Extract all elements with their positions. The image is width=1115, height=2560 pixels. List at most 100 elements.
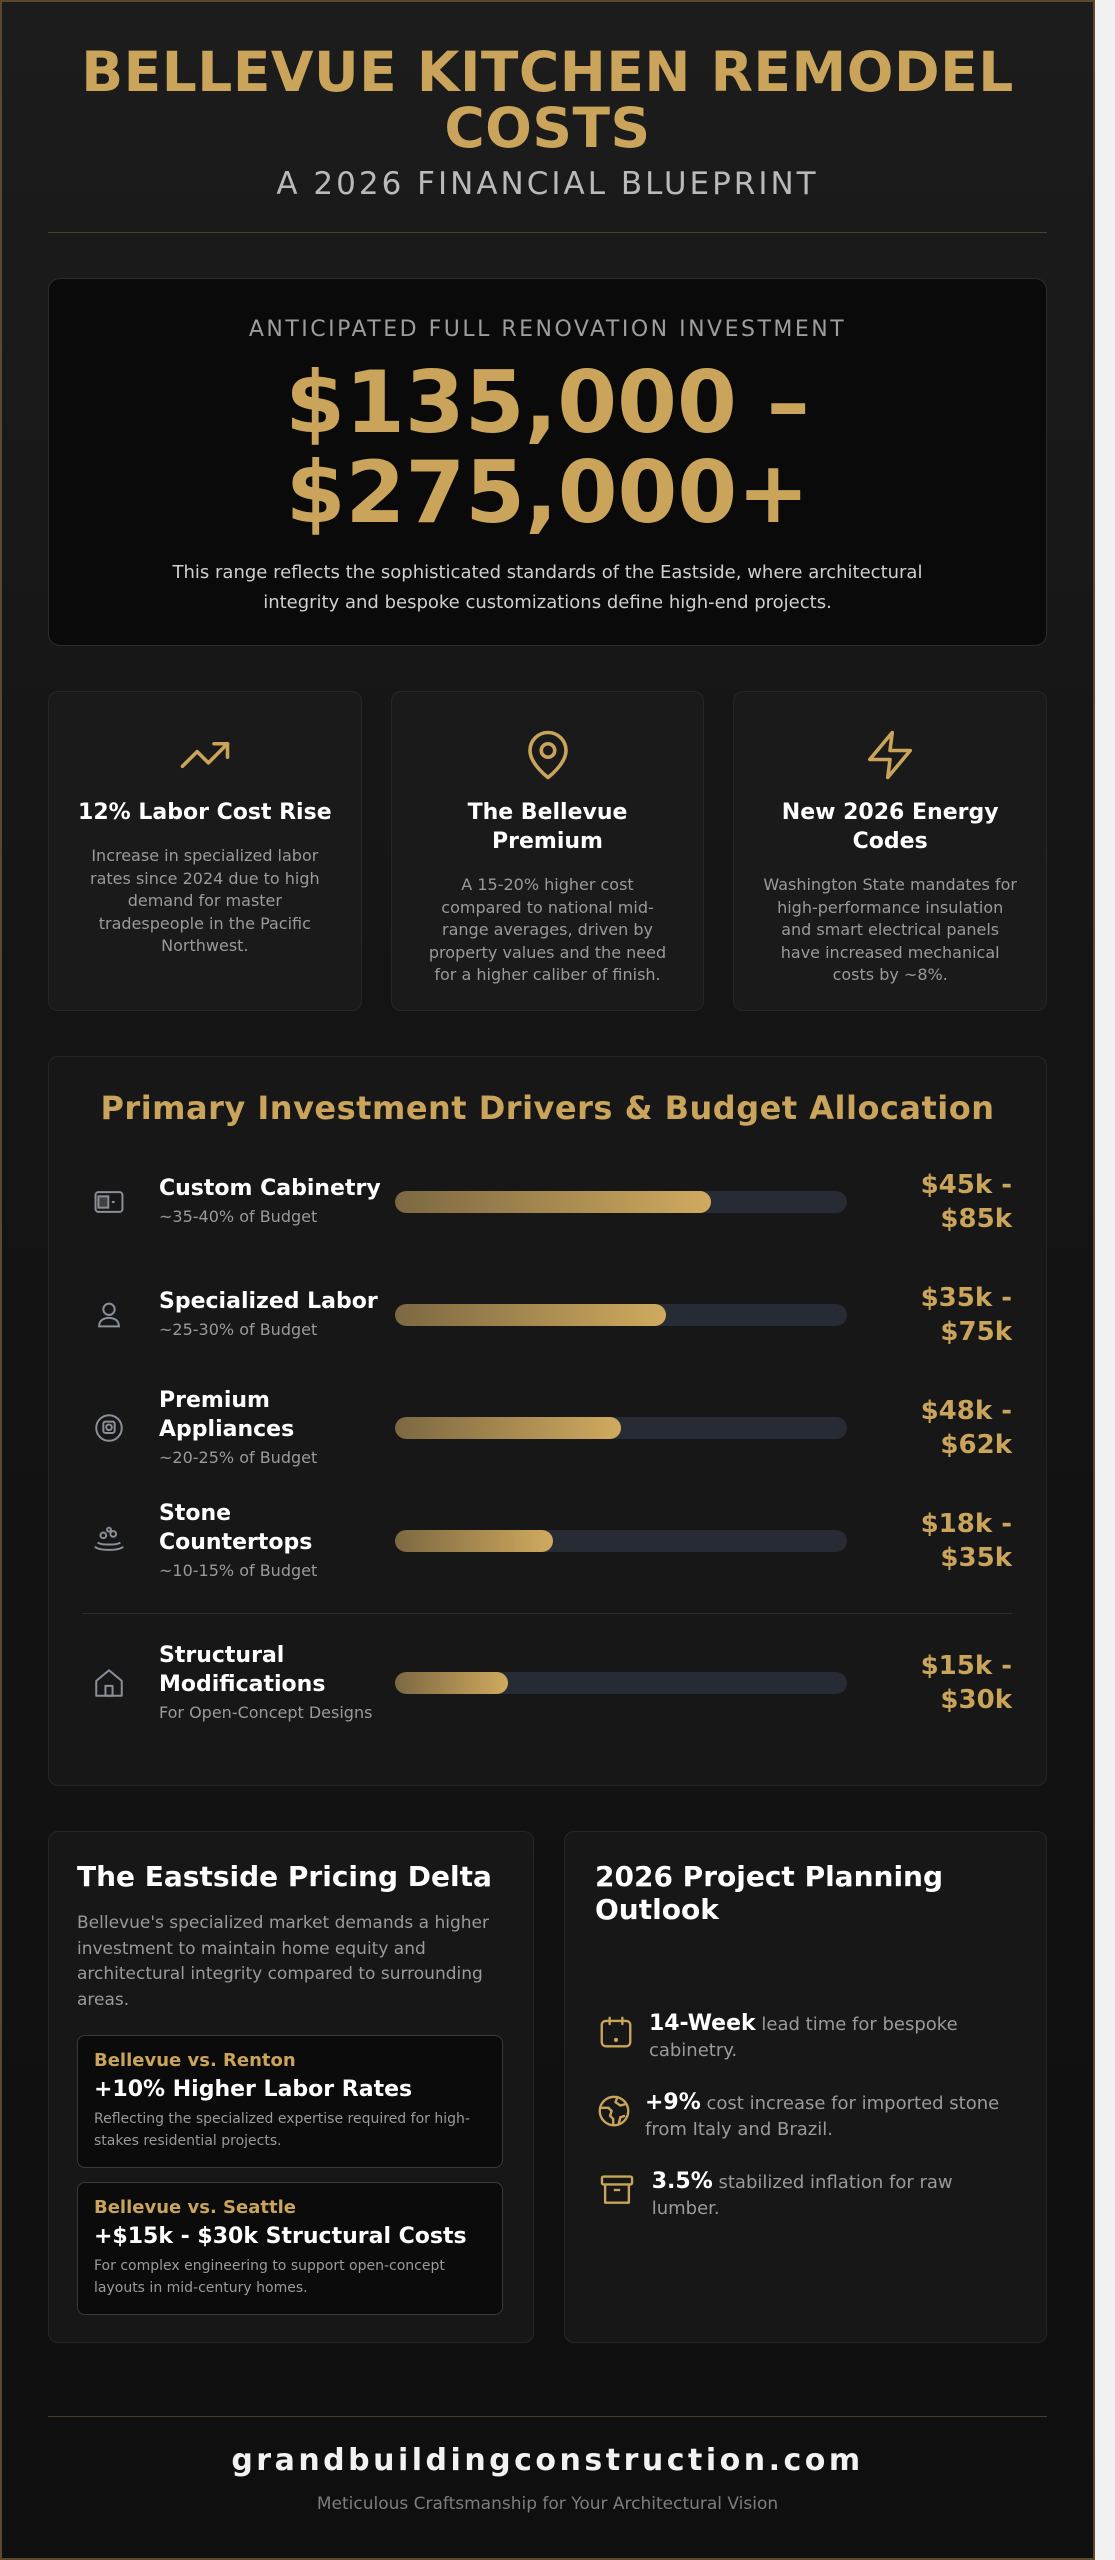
lightning-icon (762, 728, 1018, 784)
stat-card-energy: New 2026 Energy Codes Washington State m… (733, 691, 1048, 1011)
driver-bar (395, 1529, 847, 1552)
range-high: $275,000+ (285, 443, 810, 543)
footer: grandbuildingconstruction.com Meticulous… (2, 2417, 1093, 2514)
driver-range-line: $35k - (920, 1282, 1012, 1313)
driver-range: $35k - $75k (847, 1281, 1012, 1349)
lower-cards: The Eastside Pricing Delta Bellevue's sp… (48, 1831, 1047, 2343)
driver-range: $15k - $30k (847, 1649, 1012, 1717)
footer-tagline: Meticulous Craftsmanship for Your Archit… (316, 2494, 779, 2514)
driver-range-line: $85k (940, 1203, 1012, 1234)
driver-row-structural: Structural Modifications For Open-Concep… (83, 1622, 1012, 1744)
website-link[interactable]: grandbuildingconstruction.com (231, 2443, 864, 2478)
stat-text: Increase in specialized labor rates sinc… (90, 846, 320, 955)
driver-range-line: $30k (940, 1685, 1012, 1715)
investment-range-card: ANTICIPATED FULL RENOVATION INVESTMENT $… (48, 278, 1047, 646)
driver-range-line: $15k - (920, 1651, 1012, 1681)
investment-range: $135,000 – $275,000+ (49, 358, 1046, 538)
driver-share: ~10-15% of Budget (159, 1560, 318, 1580)
outlook-item: +9% cost increase for imported stone fro… (595, 2090, 1016, 2143)
calendar-icon (595, 2011, 637, 2057)
header-divider (48, 232, 1047, 233)
driver-share: ~35-40% of Budget (159, 1207, 318, 1226)
page-title: BELLEVUE KITCHEN REMODEL COSTS (81, 40, 1014, 160)
driver-bar (395, 1416, 847, 1439)
outlook-text: 14-Week lead time for bespoke cabinetry. (649, 2011, 1016, 2064)
driver-share: ~20-25% of Budget (159, 1447, 318, 1467)
outlook-text: 3.5% stabilized inflation for raw lumber… (652, 2169, 1016, 2222)
driver-row-cabinetry: Custom Cabinetry ~35-40% of Budget $45k … (83, 1145, 1012, 1258)
driver-bar-fill (395, 1416, 621, 1439)
range-low: $135,000 – (285, 353, 810, 453)
stat-cards: 12% Labor Cost Rise Increase in speciali… (48, 691, 1048, 1011)
comparison-note: For complex engineering to support open-… (94, 2258, 445, 2296)
home-icon (83, 1666, 135, 1700)
comparison-headline: +10% Higher Labor Rates (94, 2077, 413, 2102)
outlook-item: 14-Week lead time for bespoke cabinetry. (595, 2011, 1016, 2064)
planning-outlook-card: 2026 Project Planning Outlook 14-Week le… (564, 1831, 1047, 2343)
driver-title: Premium Appliances (159, 1387, 295, 1442)
map-pin-icon (420, 728, 676, 784)
driver-range: $48k - $62k (847, 1394, 1012, 1462)
driver-range-line: $18k - (920, 1508, 1012, 1539)
outlook-item: 3.5% stabilized inflation for raw lumber… (595, 2169, 1016, 2222)
page-subtitle: A 2026 FINANCIAL BLUEPRINT (276, 166, 819, 202)
stat-title: 12% Labor Cost Rise (78, 800, 332, 825)
comparison-headline: +$15k - $30k Structural Costs (94, 2224, 467, 2249)
outlook-text: +9% cost increase for imported stone fro… (645, 2090, 1016, 2143)
driver-bar-fill (395, 1529, 554, 1552)
budget-drivers-card: Primary Investment Drivers & Budget Allo… (48, 1056, 1047, 1786)
driver-range-line: $45k - (920, 1169, 1012, 1200)
driver-row-countertops: Stone Countertops ~10-15% of Budget $18k… (83, 1484, 1012, 1597)
driver-bar (395, 1672, 847, 1694)
outlook-list: 14-Week lead time for bespoke cabinetry.… (595, 2011, 1016, 2222)
delta-heading: The Eastside Pricing Delta (77, 1860, 492, 1893)
driver-range: $45k - $85k (847, 1168, 1012, 1236)
driver-bar (395, 1190, 847, 1213)
stat-title: New 2026 Energy Codes (781, 800, 999, 854)
driver-range-line: $75k (940, 1316, 1012, 1347)
driver-row-labor: Specialized Labor ~25-30% of Budget $35k… (83, 1258, 1012, 1371)
investment-kicker: ANTICIPATED FULL RENOVATION INVESTMENT (248, 317, 847, 342)
globe-icon (595, 2090, 633, 2136)
delta-intro: Bellevue's specialized market demands a … (77, 1913, 489, 2010)
driver-share: For Open-Concept Designs (159, 1703, 373, 1722)
drivers-divider (83, 1613, 1012, 1614)
outlook-heading: 2026 Project Planning Outlook (595, 1860, 944, 1926)
stat-text: A 15-20% higher cost compared to nationa… (428, 875, 667, 984)
stat-card-labor: 12% Labor Cost Rise Increase in speciali… (48, 691, 362, 1011)
pricing-delta-card: The Eastside Pricing Delta Bellevue's sp… (48, 1831, 534, 2343)
appliance-icon (83, 1411, 135, 1445)
driver-range-line: $62k (940, 1429, 1012, 1460)
drivers-heading: Primary Investment Drivers & Budget Allo… (100, 1089, 995, 1127)
header: BELLEVUE KITCHEN REMODEL COSTS A 2026 FI… (2, 2, 1093, 202)
outlook-value: +9% (645, 2090, 701, 2115)
investment-description: This range reflects the sophisticated st… (172, 562, 923, 613)
person-icon (83, 1298, 135, 1332)
driver-range-line: $48k - (920, 1395, 1012, 1426)
countertop-icon (83, 1524, 135, 1558)
footer-divider (48, 2416, 1047, 2417)
comparison-card-seattle: Bellevue vs. Seattle +$15k - $30k Struct… (77, 2182, 503, 2315)
driver-row-appliances: Premium Appliances ~20-25% of Budget $48… (83, 1371, 1012, 1484)
outlook-description: lead time for bespoke cabinetry. (648, 2014, 958, 2061)
archive-box-icon (595, 2169, 640, 2215)
stat-card-premium: The Bellevue Premium A 15-20% higher cos… (390, 691, 705, 1011)
driver-bar-fill (395, 1303, 667, 1326)
stat-title: The Bellevue Premium (467, 800, 628, 854)
driver-range: $18k - $35k (847, 1507, 1012, 1575)
driver-share: ~25-30% of Budget (159, 1320, 318, 1339)
comparison-note: Reflecting the specialized expertise req… (94, 2111, 470, 2149)
driver-bar-fill (395, 1672, 508, 1694)
driver-title: Structural Modifications (159, 1643, 326, 1697)
driver-title: Specialized Labor (159, 1289, 378, 1314)
cabinet-icon (83, 1185, 135, 1219)
driver-range-line: $35k (940, 1542, 1012, 1573)
comparison-label: Bellevue vs. Seattle (94, 2197, 296, 2218)
outlook-value: 3.5% (651, 2169, 713, 2194)
driver-title: Custom Cabinetry (159, 1176, 381, 1201)
outlook-value: 14-Week (648, 2011, 756, 2036)
comparison-label: Bellevue vs. Renton (94, 2050, 296, 2071)
comparison-card-renton: Bellevue vs. Renton +10% Higher Labor Ra… (77, 2035, 503, 2168)
trending-up-icon (77, 728, 333, 784)
